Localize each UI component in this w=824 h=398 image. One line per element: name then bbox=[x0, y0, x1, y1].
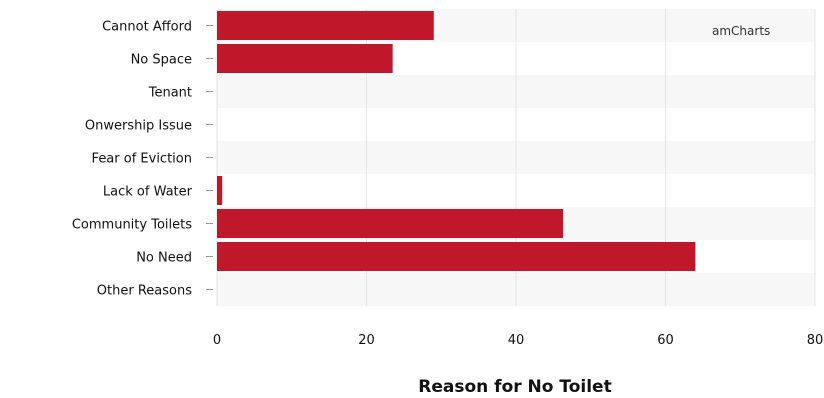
x-axis-ticks: 0 20 40 60 80 bbox=[213, 333, 823, 348]
category-label: Other Reasons bbox=[97, 284, 192, 299]
x-axis-label: Reason for No Toilet bbox=[418, 377, 611, 397]
bar[interactable] bbox=[217, 44, 393, 73]
category-labels: Cannot Afford No Space Tenant Onwership Iss… bbox=[72, 20, 193, 299]
category-ticks bbox=[206, 25, 213, 290]
category-label: Onwership Issue bbox=[85, 119, 192, 134]
category-label: Tenant bbox=[148, 86, 192, 101]
bars bbox=[217, 11, 696, 271]
bar[interactable] bbox=[217, 209, 564, 238]
bar[interactable] bbox=[217, 176, 223, 205]
x-tick-label: 40 bbox=[508, 333, 525, 348]
category-label: No Space bbox=[131, 53, 192, 68]
category-label: Cannot Afford bbox=[102, 20, 192, 35]
bar[interactable] bbox=[217, 11, 434, 40]
x-tick-label: 80 bbox=[807, 333, 824, 348]
x-tick-label: 60 bbox=[657, 333, 674, 348]
amcharts-credit[interactable]: amCharts bbox=[712, 24, 770, 38]
category-label: No Need bbox=[136, 251, 192, 266]
category-label: Fear of Eviction bbox=[92, 152, 192, 167]
x-tick-label: 0 bbox=[213, 333, 221, 348]
bar[interactable] bbox=[217, 242, 696, 271]
x-tick-label: 20 bbox=[358, 333, 375, 348]
category-label: Community Toilets bbox=[72, 218, 192, 233]
category-label: Lack of Water bbox=[103, 185, 193, 200]
